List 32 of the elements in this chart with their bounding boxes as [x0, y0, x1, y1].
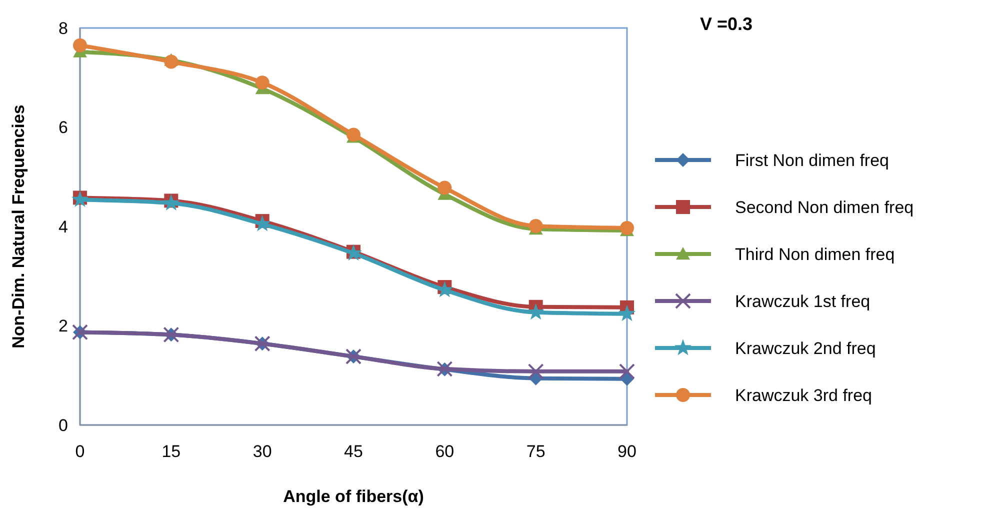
point	[73, 38, 87, 52]
y-tick-label: 8	[58, 18, 68, 38]
y-tick-label: 4	[58, 217, 68, 236]
point	[527, 303, 544, 320]
point	[346, 128, 360, 142]
y-tick-label: 2	[58, 316, 68, 336]
x-tick-label: 30	[252, 442, 272, 461]
y-axis-title: Non-Dim. Natural Frequencies	[9, 104, 28, 348]
point	[528, 219, 543, 234]
x-tick-label: 60	[435, 442, 454, 461]
x-tick-label: 0	[75, 442, 85, 461]
legend-label: Krawczuk 2nd freq	[735, 338, 876, 358]
point	[164, 54, 178, 69]
legend-label: First Non dimen freq	[735, 150, 889, 170]
legend-label: Second Non dimen freq	[735, 198, 914, 217]
x-tick-label: 75	[526, 442, 546, 461]
text: V =0.3	[700, 14, 753, 34]
y-tick-label: 0	[58, 416, 68, 435]
x-axis-title: Angle of fibers(α)	[283, 487, 424, 506]
point	[618, 304, 636, 322]
x-tick-label: 90	[618, 442, 636, 461]
legend-label: Krawczuk 3rd freq	[735, 386, 872, 405]
y-tick-label: 6	[58, 118, 68, 138]
point	[620, 220, 634, 235]
x-tick-label: 45	[344, 442, 363, 461]
x-tick-label: 15	[162, 442, 181, 461]
point	[255, 76, 270, 90]
legend-label: Third Non dimen freq	[735, 244, 895, 264]
legend-label: Krawczuk 1st freq	[735, 292, 870, 311]
point	[619, 363, 635, 380]
point	[528, 363, 544, 380]
point	[438, 180, 452, 195]
